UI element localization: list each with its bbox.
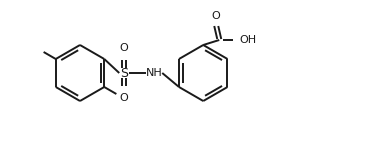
Text: O: O <box>120 93 129 103</box>
Text: S: S <box>120 67 128 80</box>
Text: O: O <box>120 43 129 53</box>
Text: O: O <box>212 11 221 21</box>
Text: NH: NH <box>146 68 163 78</box>
Text: OH: OH <box>239 35 256 45</box>
